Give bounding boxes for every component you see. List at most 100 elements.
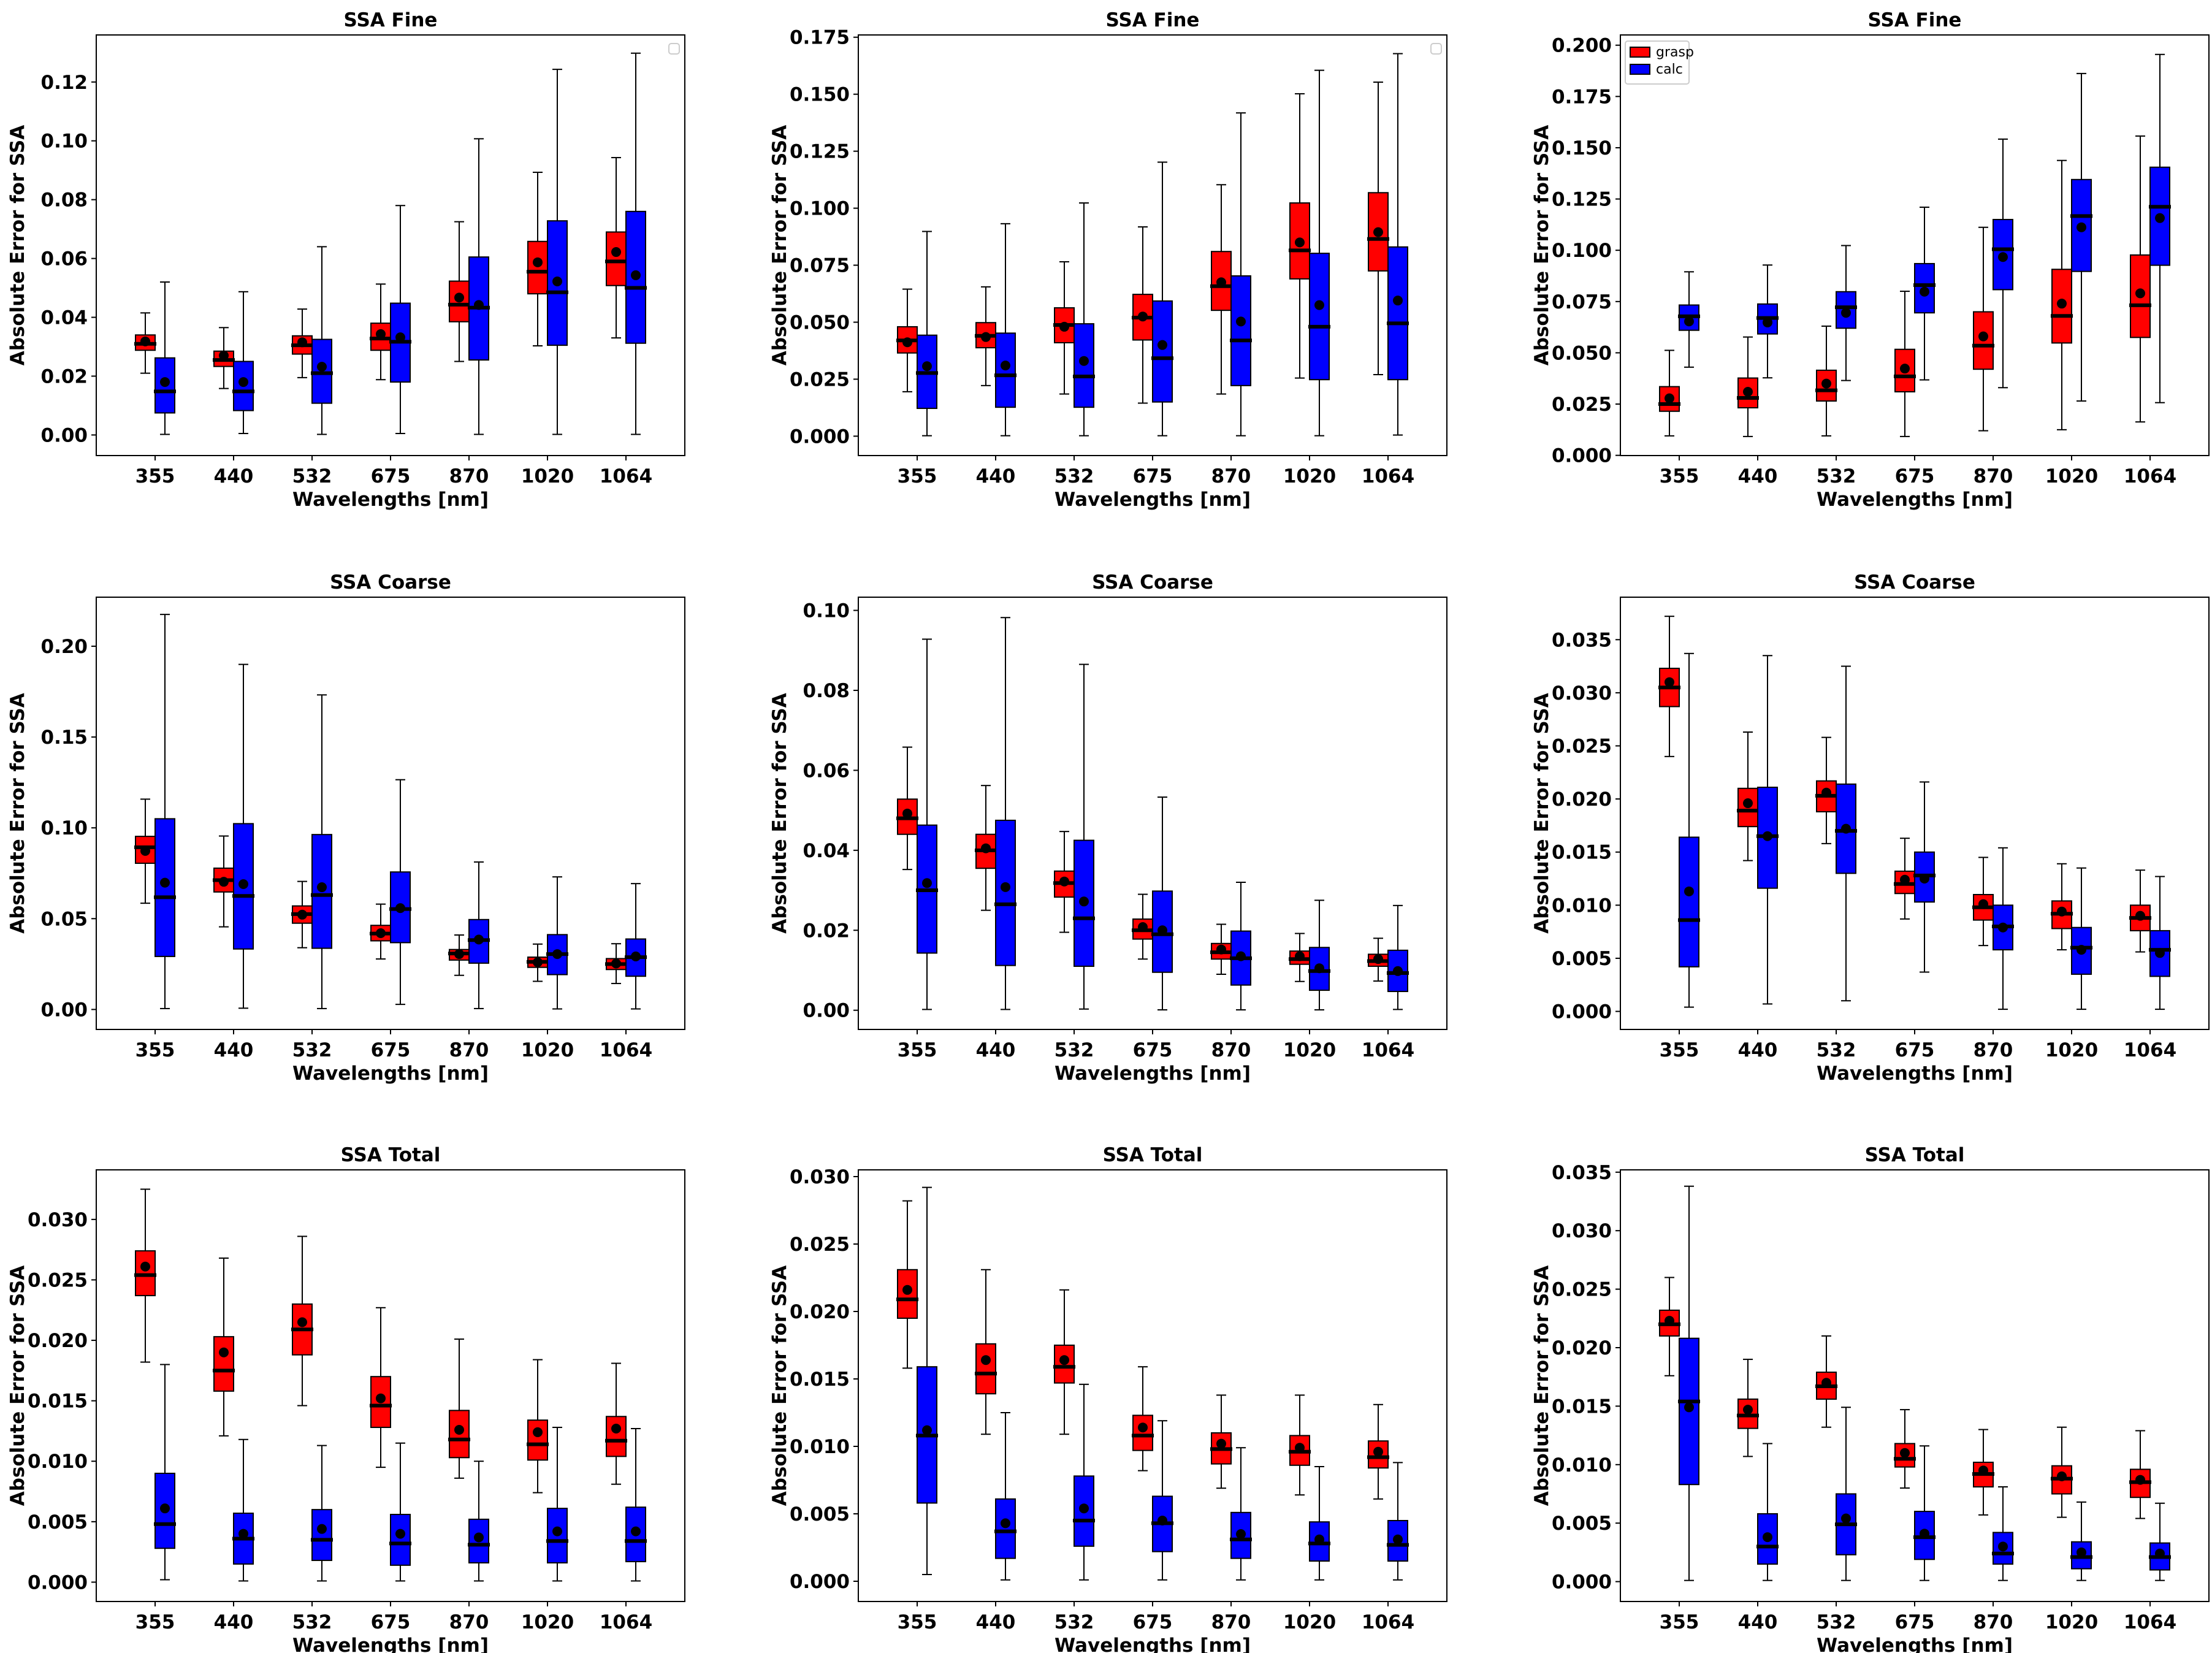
mean-marker (1763, 317, 1772, 327)
box-calc-675 (1151, 796, 1173, 1011)
y-tick-label: 0.06 (41, 248, 88, 270)
x-axis-label: Wavelengths [nm] (1055, 1063, 1251, 1085)
y-tick-label: 0.000 (790, 1571, 850, 1593)
mean-marker (1684, 886, 1694, 896)
mean-marker (1295, 951, 1305, 961)
mean-marker (238, 377, 248, 387)
box-calc-440 (994, 1412, 1016, 1581)
box-calc-532 (1073, 202, 1095, 437)
y-axis-label: Absolute Error for SSA (1531, 1266, 1553, 1506)
box-calc-532 (1073, 1383, 1095, 1581)
mean-marker (1684, 1402, 1694, 1413)
box-calc-355 (916, 231, 938, 437)
mean-marker (902, 337, 912, 348)
y-tick-label: 0.20 (41, 636, 88, 658)
mean-marker (1900, 364, 1910, 374)
subplot-title: SSA Total (1865, 1144, 1965, 1166)
x-tick-label: 355 (135, 1039, 175, 1061)
y-tick-label: 0.02 (41, 365, 88, 387)
y-tick-label: 0.020 (28, 1330, 88, 1352)
x-tick-label: 675 (371, 1611, 411, 1633)
x-tick-label: 870 (1974, 465, 2013, 487)
y-tick-label: 0.030 (1552, 1220, 1612, 1242)
mean-marker (454, 1424, 464, 1435)
mean-marker (454, 949, 464, 960)
y-tick-label: 0.005 (28, 1511, 88, 1533)
box-iqr (233, 361, 254, 411)
subplot-3: SSA Fine 0.000 0.025 0.050 0.075 0.100 0.125 0.… (1531, 9, 2210, 511)
mean-marker (219, 1347, 229, 1357)
box-grasp-675 (1894, 838, 1916, 920)
y-tick-label: 0.10 (803, 600, 850, 622)
y-tick-label: 0.035 (1552, 629, 1612, 651)
box-grasp-355 (896, 746, 918, 871)
box-grasp-532 (1815, 736, 1837, 844)
x-tick-label: 1020 (1283, 1039, 1336, 1061)
mean-marker (1216, 277, 1226, 288)
y-tick-label: 0.025 (1552, 1279, 1612, 1301)
box-grasp-1064 (1367, 937, 1389, 982)
mean-marker (1821, 1378, 1831, 1388)
y-tick-label: 0.10 (41, 131, 88, 153)
mean-marker (1900, 1448, 1910, 1458)
box-grasp-532 (1053, 831, 1075, 933)
mean-marker (160, 1503, 170, 1514)
box-calc-440 (1756, 1443, 1779, 1581)
box-calc-440 (1756, 655, 1779, 1005)
mean-marker (160, 877, 170, 888)
mean-marker (902, 1285, 912, 1295)
box-iqr (390, 1514, 411, 1566)
box-calc-675 (389, 205, 411, 435)
mean-marker (1684, 316, 1694, 327)
box-grasp-1020 (527, 172, 549, 347)
x-tick-label: 355 (1660, 465, 1699, 487)
y-tick-label: 0.020 (1552, 1337, 1612, 1359)
box-calc-870 (468, 1460, 490, 1582)
y-tick-label: 0.02 (803, 920, 850, 942)
x-tick-label: 675 (1895, 1039, 1935, 1061)
y-axis-label: Absolute Error for SSA (769, 125, 791, 366)
mean-marker (2057, 1471, 2067, 1481)
mean-marker (1978, 1465, 1988, 1476)
x-axis-label: Wavelengths [nm] (1817, 489, 2013, 511)
y-tick-label: 0.000 (1552, 445, 1612, 467)
box-calc-870 (1230, 1447, 1252, 1581)
box-iqr (897, 1269, 918, 1319)
x-axis-label: Wavelengths [nm] (292, 1063, 489, 1085)
x-tick-label: 532 (292, 1611, 332, 1633)
x-tick-label: 355 (1660, 1611, 1699, 1633)
box-grasp-532 (1815, 325, 1837, 437)
box-grasp-1064 (1367, 1403, 1389, 1500)
box-grasp-870 (448, 1338, 470, 1479)
mean-marker (2057, 906, 2067, 917)
box-calc-355 (154, 1364, 176, 1581)
mean-marker (552, 1526, 562, 1537)
x-tick-label: 1064 (600, 465, 652, 487)
mean-marker (2077, 945, 2086, 955)
mean-marker (2155, 213, 2165, 223)
subplot-title: SSA Coarse (1092, 571, 1213, 594)
box-calc-440 (232, 663, 254, 1009)
x-tick-label: 532 (292, 465, 332, 487)
box-grasp-355 (896, 1200, 918, 1369)
box-grasp-532 (291, 1235, 313, 1407)
box-calc-532 (1835, 665, 1857, 1002)
y-tick-label: 0.010 (28, 1451, 88, 1473)
subplot-title: SSA Fine (1868, 9, 1962, 31)
y-axis-label: Absolute Error for SSA (1531, 125, 1553, 366)
box-grasp-675 (1894, 291, 1916, 437)
y-tick-label: 0.125 (790, 141, 850, 163)
x-tick-label: 1020 (1283, 465, 1336, 487)
y-tick-label: 0.005 (1552, 1513, 1612, 1535)
empty-legend (1430, 43, 1442, 55)
y-tick-label: 0.025 (28, 1269, 88, 1291)
mean-marker (1998, 922, 2008, 933)
x-tick-label: 870 (449, 1611, 489, 1633)
mean-marker (454, 292, 464, 303)
subplot-1: SSA Fine 0.00 0.02 0.04 0.06 0.08 0.10 0.12 355 4… (7, 9, 685, 511)
box-grasp-440 (975, 286, 997, 386)
box-grasp-870 (448, 934, 470, 976)
box-grasp-870 (1210, 923, 1232, 975)
mean-marker (1665, 1316, 1674, 1326)
x-tick-label: 1020 (2045, 1039, 2098, 1061)
